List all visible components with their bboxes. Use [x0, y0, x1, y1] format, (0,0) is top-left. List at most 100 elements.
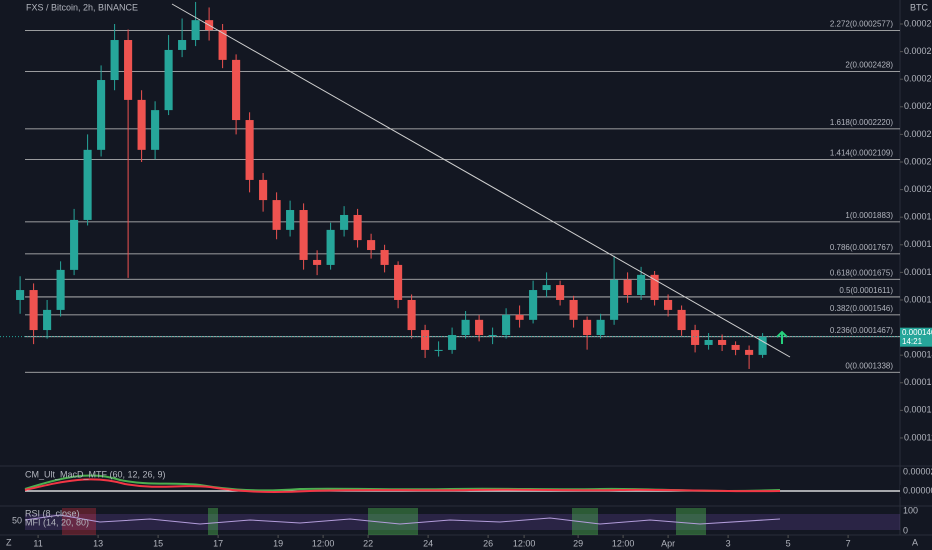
x-tick-label: 13	[93, 538, 103, 548]
x-tick-label: 3	[726, 538, 731, 548]
x-tick-label: 12:00	[312, 538, 335, 548]
fib-label: 2(0.0002428)	[845, 61, 893, 70]
fib-label: 0.382(0.0001546)	[830, 304, 894, 313]
symbol-title: FXS / Bitcoin, 2h, BINANCE	[26, 2, 138, 12]
candle-body	[110, 40, 119, 81]
candle-body	[421, 330, 430, 350]
candle-body	[475, 319, 484, 336]
x-tick-label: 29	[573, 538, 583, 548]
rsi-zone	[676, 508, 706, 535]
rsi-axis-label: 50	[12, 515, 22, 525]
fib-label: 0.786(0.0001767)	[830, 243, 894, 252]
candle-body	[758, 336, 767, 355]
y-tick-label: 0.0001800	[904, 239, 932, 249]
up-arrow	[776, 330, 788, 344]
y-tick-label: 0.0002300	[904, 101, 932, 111]
candle-body	[434, 349, 443, 351]
candle-body	[97, 80, 106, 150]
candle-body	[191, 20, 200, 41]
y-tick-label: 0.0002400	[904, 74, 932, 84]
x-tick-label: 11	[33, 538, 42, 548]
footer-left[interactable]: Z	[6, 537, 12, 547]
candle-body	[340, 214, 349, 230]
candle-body	[299, 210, 308, 260]
candle-body	[596, 319, 605, 336]
candle-body	[137, 99, 146, 150]
fib-label: 0.618(0.0001675)	[830, 268, 894, 277]
candle-body	[178, 40, 187, 50]
candle-body	[745, 349, 754, 355]
candle-body	[259, 179, 268, 201]
candle-body	[583, 319, 592, 336]
macd-zero-tag	[900, 485, 932, 497]
signal-line	[24, 478, 781, 493]
x-tick-label: 5	[786, 538, 791, 548]
fib-label: 2.272(0.0002577)	[830, 19, 894, 28]
fib-label: 1.414(0.0002109)	[830, 149, 894, 158]
candle-body	[610, 279, 619, 320]
candle-body	[164, 49, 173, 111]
candle-body	[326, 229, 335, 265]
fib-label: 1(0.0001883)	[845, 211, 893, 220]
y-tick-label: 0.0001600	[904, 294, 932, 304]
currency: BTC	[910, 2, 929, 12]
candle-body	[664, 299, 673, 310]
y-tick-label: 0.0001900	[904, 212, 932, 222]
y-tick-label: 0.0001700	[904, 267, 932, 277]
candle-body	[677, 309, 686, 331]
last-price-label: 0.0001467	[902, 328, 932, 337]
x-tick-label: 19	[273, 538, 283, 548]
x-tick-label: 22	[363, 538, 373, 548]
candle-body	[650, 274, 659, 300]
candle-body	[542, 285, 551, 291]
candle-body	[70, 219, 79, 270]
y-tick-label: 0.0001300	[904, 377, 932, 387]
candle-body	[691, 330, 700, 345]
x-tick-label: 26	[483, 538, 493, 548]
candle-body	[313, 259, 322, 265]
rsi-axis-label: 0	[903, 525, 908, 535]
candle-body	[380, 250, 389, 265]
candle-body	[56, 269, 65, 310]
y-tick-label: 0.0001100	[904, 432, 932, 442]
candle-body	[556, 285, 565, 300]
rsi-line	[24, 514, 781, 525]
candle-body	[529, 290, 538, 320]
candle-body	[448, 335, 457, 350]
macd-axis-label: 0.0000200	[903, 466, 932, 476]
candle-body	[394, 264, 403, 300]
fib-label: 0.236(0.0001467)	[830, 326, 894, 335]
x-tick-label: Apr	[661, 538, 675, 548]
x-tick-label: 12:00	[612, 538, 635, 548]
candle-body	[718, 339, 727, 345]
y-tick-label: 0.0002100	[904, 156, 932, 166]
candle-body	[151, 110, 160, 150]
candle-body	[731, 344, 740, 350]
rsi-axis-label: 100	[903, 505, 918, 515]
fib-label: 0.5(0.0001611)	[839, 286, 893, 295]
candle-body	[272, 200, 281, 230]
last-price-tag	[900, 327, 932, 347]
x-tick-label: 24	[423, 538, 433, 548]
y-tick-label: 0.0001400	[904, 350, 932, 360]
footer-right[interactable]: A	[912, 537, 918, 547]
rsi-band	[25, 514, 900, 530]
candle-body	[569, 299, 578, 320]
macd-label: CM_Ult_MacD_MTF (60, 12, 26, 9)	[25, 469, 166, 479]
macd-axis-label: 0.0000000	[903, 485, 932, 495]
candle-body	[488, 335, 497, 337]
candle-body	[245, 120, 254, 180]
candle-body	[461, 319, 470, 336]
candle-body	[515, 314, 524, 320]
x-tick-label: 7	[846, 538, 851, 548]
y-tick-label: 0.0002500	[904, 46, 932, 56]
candle-body	[286, 210, 295, 230]
countdown-label: 14:21	[902, 337, 923, 346]
candle-body	[704, 339, 713, 345]
y-tick-label: 0.0002600	[904, 18, 932, 28]
trend-line	[171, 3, 791, 358]
y-tick-label: 0.0002200	[904, 129, 932, 139]
y-tick-label: 0.0001200	[904, 405, 932, 415]
